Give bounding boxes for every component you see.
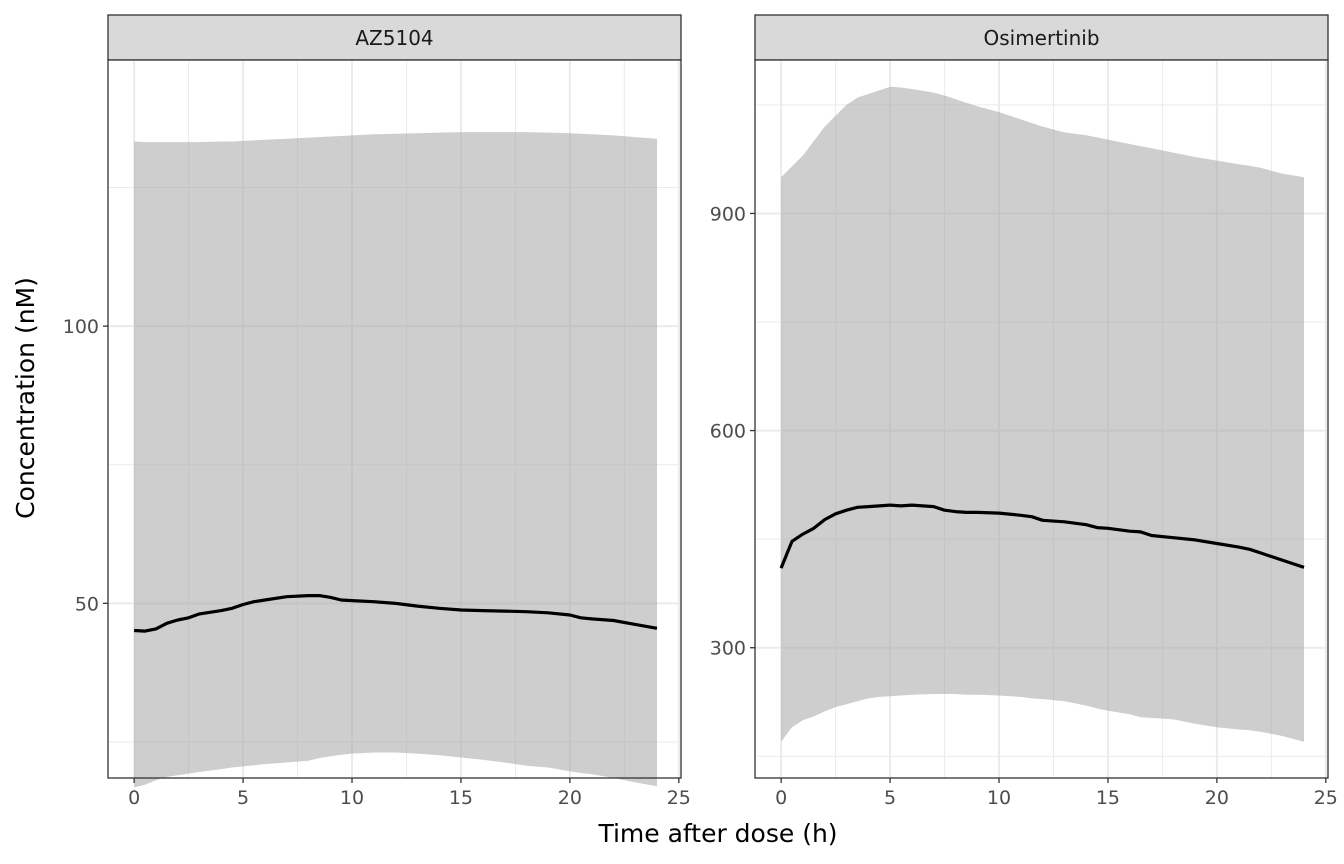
facet-strip-label: AZ5104	[355, 26, 433, 50]
prediction-interval-band	[781, 86, 1304, 742]
x-tick-label: 25	[1314, 787, 1338, 809]
panel-border	[754, 59, 1329, 779]
x-tick-label: 10	[987, 787, 1011, 809]
x-tick-label: 10	[340, 787, 364, 809]
y-tick-label: 100	[63, 316, 99, 338]
median-line	[134, 593, 658, 633]
panel-az5104: AZ5104 0 5 10 15 20 25 50 100	[63, 14, 691, 809]
y-tick-label: 300	[710, 638, 746, 660]
x-tick-label: 15	[449, 787, 473, 809]
x-tick-label: 20	[1205, 787, 1229, 809]
x-tick-label: 15	[1096, 787, 1120, 809]
y-tick-label: 900	[710, 203, 746, 225]
y-tick-label: 600	[710, 421, 746, 443]
x-tick-label: 25	[667, 787, 691, 809]
x-axis-title: Time after dose (h)	[597, 819, 837, 848]
y-axis-title: Concentration (nM)	[11, 277, 40, 519]
panel-border	[107, 59, 682, 779]
y-tick-label: 50	[75, 593, 99, 615]
facet-strip-label: Osimertinib	[983, 26, 1099, 50]
prediction-interval-band	[134, 132, 658, 788]
x-tick-label: 0	[775, 787, 787, 809]
x-tick-label: 20	[558, 787, 582, 809]
facet-strip	[107, 14, 682, 61]
x-tick-label: 0	[128, 787, 140, 809]
x-tick-label: 5	[884, 787, 896, 809]
x-tick-label: 5	[237, 787, 249, 809]
panel-osimertinib: Osimertinib 0 5 10 15 20 25 300 600 900	[710, 14, 1338, 809]
median-line	[779, 503, 1305, 569]
